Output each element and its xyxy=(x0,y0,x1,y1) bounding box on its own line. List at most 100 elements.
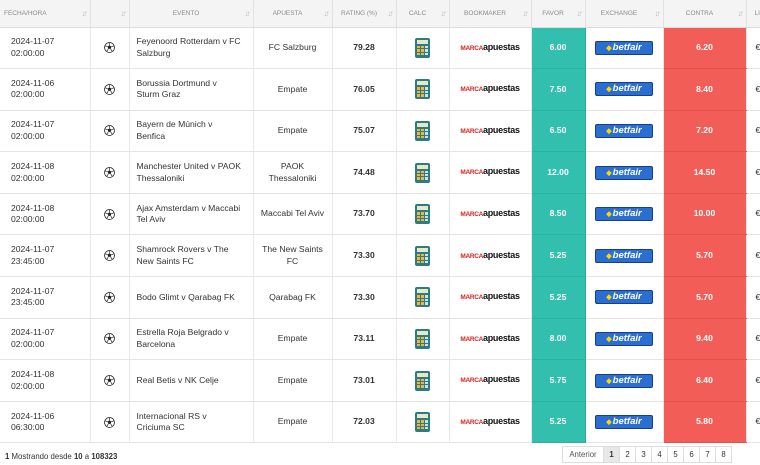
table-row[interactable]: 2024-11-07 02:00:00 Estrella Roja Belgrado… xyxy=(0,318,760,361)
sort-arrows-icon[interactable]: ↓↑ xyxy=(654,9,661,18)
exchange-logo[interactable]: ◆betfair xyxy=(595,290,653,305)
exchange-logo[interactable]: ◆betfair xyxy=(595,248,653,263)
calculator-icon[interactable] xyxy=(415,120,430,141)
column-header[interactable]: EXCHANGE ↓↑ xyxy=(585,0,664,28)
column-header[interactable]: APUESTA ↓↑ xyxy=(253,0,333,28)
favor-odds[interactable]: 6.50 xyxy=(531,110,586,153)
exchange-logo[interactable]: ◆betfair xyxy=(595,331,653,346)
page-button[interactable]: 7 xyxy=(699,446,716,463)
page-button[interactable]: 2 xyxy=(619,446,636,463)
column-header[interactable]: ↓↑ xyxy=(90,0,130,28)
page-button[interactable]: 3 xyxy=(635,446,652,463)
calculator-icon[interactable] xyxy=(415,287,430,308)
page-button[interactable]: 8 xyxy=(715,446,732,463)
previous-page-button[interactable]: Anterior xyxy=(562,446,604,463)
bookmaker-logo[interactable]: MARCAapuestas xyxy=(460,416,520,429)
bookmaker-logo[interactable]: MARCAapuestas xyxy=(460,166,520,179)
favor-odds[interactable]: 5.25 xyxy=(531,234,586,278)
contra-odds[interactable]: 8.40 xyxy=(663,68,747,111)
table-row[interactable]: 2024-11-06 02:00:00 Borussia Dortmund v Stu… xyxy=(0,68,760,111)
exchange-logo[interactable]: ◆betfair xyxy=(595,40,653,55)
column-header[interactable]: CALC ↓↑ xyxy=(396,0,450,28)
favor-odds[interactable]: 5.25 xyxy=(531,276,586,319)
calculator-icon[interactable] xyxy=(415,412,430,433)
contra-odds[interactable]: 9.40 xyxy=(663,318,747,361)
exchange-logo[interactable]: ◆betfair xyxy=(595,165,653,180)
sort-arrows-icon[interactable]: ↓↑ xyxy=(576,9,583,18)
sort-arrows-icon[interactable]: ↓↑ xyxy=(81,9,88,18)
table-row[interactable]: 2024-11-07 23:45:00 Bodo Glimt v Qarabag F… xyxy=(0,276,760,319)
contra-odds[interactable]: 5.70 xyxy=(663,276,747,319)
favor-odds[interactable]: 7.50 xyxy=(531,68,586,111)
column-header[interactable]: CONTRA ↓↑ xyxy=(663,0,747,28)
event-name[interactable]: Bayern de Múnich v Benfica xyxy=(129,110,254,153)
contra-odds[interactable]: 5.80 xyxy=(663,401,747,444)
sort-arrows-icon[interactable]: ↓↑ xyxy=(440,9,447,18)
sort-arrows-icon[interactable]: ↓↑ xyxy=(737,9,744,18)
bookmaker-logo[interactable]: MARCAapuestas xyxy=(460,333,520,346)
table-row[interactable]: 2024-11-06 06:30:00 Internacional RS v Cric… xyxy=(0,401,760,444)
event-name[interactable]: Manchester United v PAOK Thessaloniki xyxy=(129,151,254,194)
calculator-icon[interactable] xyxy=(415,37,430,58)
favor-odds[interactable]: 5.75 xyxy=(531,359,586,402)
table-row[interactable]: 2024-11-07 02:00:00 Bayern de Múnich v Benf… xyxy=(0,110,760,153)
contra-odds[interactable]: 10.00 xyxy=(663,193,747,236)
sort-arrows-icon[interactable]: ↓↑ xyxy=(120,9,127,18)
bookmaker-logo[interactable]: MARCAapuestas xyxy=(460,125,520,138)
event-name[interactable]: Real Betis v NK Celje xyxy=(129,359,254,402)
table-row[interactable]: 2024-11-07 23:45:00 Shamrock Rovers v The N… xyxy=(0,234,760,278)
calculator-icon[interactable] xyxy=(415,204,430,225)
page-button[interactable]: 4 xyxy=(651,446,668,463)
event-name[interactable]: Shamrock Rovers v The New Saints FC xyxy=(129,234,254,278)
calculator-icon[interactable] xyxy=(415,79,430,100)
page-button[interactable]: 5 xyxy=(667,446,684,463)
column-header[interactable]: EVENTO ↓↑ xyxy=(129,0,254,28)
favor-odds[interactable]: 8.50 xyxy=(531,193,586,236)
exchange-logo[interactable]: ◆betfair xyxy=(595,207,653,222)
sort-arrows-icon[interactable]: ↓↑ xyxy=(323,9,330,18)
column-header[interactable]: RATING (%) ↓↑ xyxy=(332,0,397,28)
page-button[interactable]: 1 xyxy=(603,446,620,463)
event-name[interactable]: Borussia Dortmund v Sturm Graz xyxy=(129,68,254,111)
contra-odds[interactable]: 6.40 xyxy=(663,359,747,402)
calculator-icon[interactable] xyxy=(415,162,430,183)
calculator-icon[interactable] xyxy=(415,370,430,391)
table-row[interactable]: 2024-11-08 02:00:00 Real Betis v NK Celje E… xyxy=(0,359,760,402)
favor-odds[interactable]: 6.00 xyxy=(531,27,586,70)
page-button[interactable]: 6 xyxy=(683,446,700,463)
bookmaker-logo[interactable]: MARCAapuestas xyxy=(460,291,520,304)
sort-arrows-icon[interactable]: ↓↑ xyxy=(522,9,529,18)
bookmaker-logo[interactable]: MARCAapuestas xyxy=(460,83,520,96)
event-name[interactable]: Feyenoord Rotterdam v FC Salzburg xyxy=(129,27,254,70)
contra-odds[interactable]: 14.50 xyxy=(663,151,747,194)
contra-odds[interactable]: 6.20 xyxy=(663,27,747,70)
exchange-logo[interactable]: ◆betfair xyxy=(595,123,653,138)
calculator-icon[interactable] xyxy=(415,328,430,349)
exchange-logo[interactable]: ◆betfair xyxy=(595,373,653,388)
column-header[interactable]: FECHA/HORA ↓↑ xyxy=(0,0,91,28)
calculator-icon[interactable] xyxy=(415,245,430,266)
favor-odds[interactable]: 5.25 xyxy=(531,401,586,444)
bookmaker-logo[interactable]: MARCAapuestas xyxy=(460,42,520,55)
table-row[interactable]: 2024-11-08 02:00:00 Manchester United v PA… xyxy=(0,151,760,194)
bookmaker-logo[interactable]: MARCAapuestas xyxy=(460,208,520,221)
column-header[interactable]: FAVOR ↓↑ xyxy=(531,0,586,28)
table-row[interactable]: 2024-11-07 02:00:00 Feyenoord Rotterdam v … xyxy=(0,27,760,70)
event-name[interactable]: Bodo Glimt v Qarabag FK xyxy=(129,276,254,319)
bookmaker-logo[interactable]: MARCAapuestas xyxy=(460,374,520,387)
favor-odds[interactable]: 12.00 xyxy=(531,151,586,194)
exchange-logo[interactable]: ◆betfair xyxy=(595,415,653,430)
favor-odds[interactable]: 8.00 xyxy=(531,318,586,361)
sort-arrows-icon[interactable]: ↓↑ xyxy=(244,9,251,18)
column-header[interactable]: BOOKMAKER ↓↑ xyxy=(449,0,532,28)
table-row[interactable]: 2024-11-08 02:00:00 Ajax Amsterdam v Macca… xyxy=(0,193,760,236)
contra-odds[interactable]: 5.70 xyxy=(663,234,747,278)
event-name[interactable]: Ajax Amsterdam v Maccabi Tel Aviv xyxy=(129,193,254,236)
sort-arrows-icon[interactable]: ↓↑ xyxy=(387,9,394,18)
event-name[interactable]: Internacional RS v Criciuma SC xyxy=(129,401,254,444)
column-header[interactable]: LIQUI xyxy=(746,0,760,28)
exchange-logo[interactable]: ◆betfair xyxy=(595,82,653,97)
event-name[interactable]: Estrella Roja Belgrado v Barcelona xyxy=(129,318,254,361)
contra-odds[interactable]: 7.20 xyxy=(663,110,747,153)
bookmaker-logo[interactable]: MARCAapuestas xyxy=(460,250,520,263)
